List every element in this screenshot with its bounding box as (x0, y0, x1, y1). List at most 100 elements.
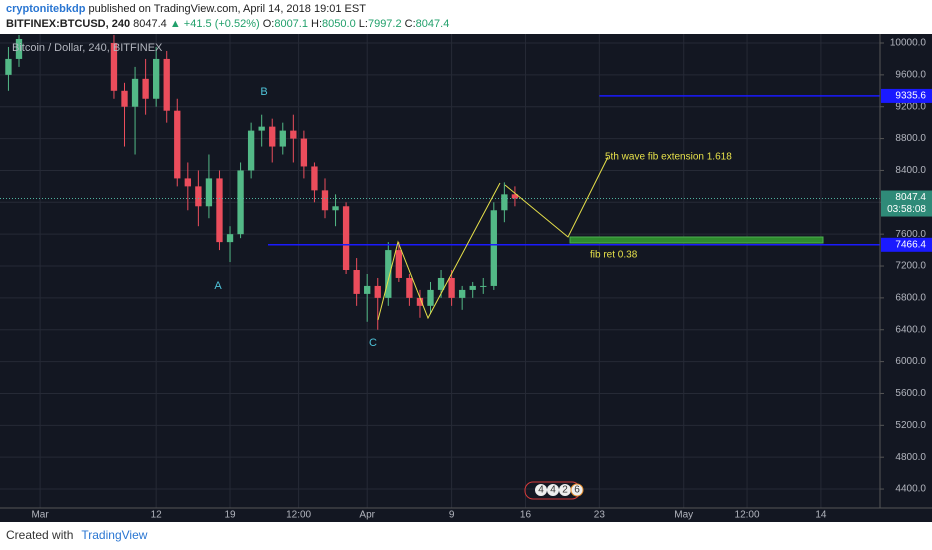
candle-body (195, 186, 202, 207)
x-tick-label: 12:00 (735, 510, 760, 521)
candle-body (131, 78, 139, 107)
candle-body (258, 126, 265, 131)
badge-count: 2 (562, 485, 568, 496)
candle-body (237, 170, 244, 235)
open-label: O: (262, 18, 275, 30)
brand[interactable]: TradingView (81, 528, 148, 542)
candle-body (342, 206, 350, 271)
candle-body (121, 90, 128, 107)
candle-body (247, 130, 255, 171)
plot-area (0, 35, 880, 330)
x-tick-label: 9 (449, 510, 455, 521)
last-price: 8047.4 (133, 18, 167, 30)
candle-body (395, 250, 403, 278)
badge-dot (559, 484, 571, 496)
target-zone[interactable] (569, 236, 824, 244)
candle-body (269, 126, 276, 147)
x-tick-label: 23 (594, 510, 606, 521)
y-tick-label: 4800.0 (895, 452, 926, 463)
axes: 10000.09600.09200.08800.08400.08000.0760… (31, 38, 932, 521)
x-tick-label: 16 (520, 510, 532, 521)
annotation: fib ret 0.38 (590, 250, 638, 261)
candle-body (152, 58, 160, 99)
x-tick-label: Apr (359, 510, 375, 521)
low-value: 7997.2 (367, 18, 402, 30)
x-tick-label: 19 (224, 510, 236, 521)
footer: Created with TradingView (6, 528, 147, 542)
close-value: 8047.4 (415, 18, 450, 30)
y-tick-label: 8400.0 (895, 165, 926, 176)
wave-label: A (214, 280, 222, 292)
chart: Bitcoin / Dollar, 240, BITFINEX 5th wave… (0, 34, 932, 522)
candle-body (311, 166, 318, 191)
candle-body (458, 289, 466, 298)
candle-body (406, 277, 413, 298)
badge-count: 4 (550, 485, 556, 496)
author[interactable]: cryptonitebkdp (6, 3, 86, 15)
candle-body (279, 130, 286, 147)
y-tick-label: 8800.0 (895, 133, 926, 144)
chart-title: Bitcoin / Dollar, 240, BITFINEX (12, 42, 163, 54)
y-tick-label: 5200.0 (895, 420, 926, 431)
x-tick-label: May (674, 510, 693, 521)
high-label: H: (311, 18, 323, 30)
last-price-label: 8047.4 (895, 192, 926, 203)
candle-body (416, 297, 424, 306)
wave-label: C (369, 337, 377, 349)
y-tick-label: 5600.0 (895, 388, 926, 399)
badge-count: 6 (574, 485, 580, 496)
badge-dot (535, 484, 547, 496)
annotation: 5th wave fib extension 1.618 (605, 152, 732, 163)
price-label: 9335.6 (895, 91, 926, 102)
projection-line[interactable] (504, 156, 609, 238)
candle-body (353, 270, 360, 294)
low-label: L: (358, 18, 368, 30)
x-tick-label: 12:00 (286, 510, 311, 521)
wave-line[interactable] (377, 182, 501, 321)
symbol: BITFINEX:BTCUSD, 240 (6, 18, 131, 30)
y-tick-label: 7200.0 (895, 261, 926, 272)
candle-body (448, 277, 455, 298)
candle-body (110, 43, 118, 91)
candle-body (226, 234, 234, 243)
y-tick-label: 9600.0 (895, 70, 926, 81)
badge-dot (570, 483, 584, 497)
candle-body (469, 285, 476, 290)
badge-count: 4 (538, 485, 544, 496)
candle-body (290, 130, 297, 139)
candle-body (174, 110, 181, 179)
countdown-label: 03:58:08 (887, 204, 926, 215)
symbol-line: BITFINEX:BTCUSD, 240 8047.4 ▲ +41.5 (+0.… (6, 17, 449, 32)
candle-body (427, 289, 434, 306)
y-tick-label: 7600.0 (895, 229, 926, 240)
candle-body (385, 250, 392, 298)
y-tick-label: 6400.0 (895, 324, 926, 335)
grid (0, 34, 880, 508)
high-value: 8050.0 (322, 18, 356, 30)
wave-label: B (260, 86, 267, 98)
candle-body (300, 138, 308, 167)
candle-body (142, 78, 149, 99)
candle-body (490, 210, 497, 286)
price-label: 7466.4 (895, 239, 926, 250)
candle-body (205, 178, 213, 207)
candle-body (364, 285, 371, 294)
last-price-box (881, 190, 932, 217)
y-tick-label: 4400.0 (895, 484, 926, 495)
close-label: C: (404, 18, 416, 30)
change: ▲ +41.5 (+0.52%) (169, 18, 260, 30)
candle-body (216, 178, 223, 243)
badge-dot (547, 484, 559, 496)
candle-body (511, 194, 519, 199)
y-tick-label: 9200.0 (895, 101, 926, 112)
created-with: Created with (6, 528, 74, 542)
candle-body (15, 39, 23, 59)
candle-body (480, 285, 487, 287)
x-tick-label: 12 (151, 510, 163, 521)
events-badge[interactable]: 4 4 2 6 (524, 481, 584, 500)
candle-body (184, 178, 191, 187)
x-tick-label: 14 (815, 510, 827, 521)
price-label-box (881, 237, 932, 252)
candle-body (437, 277, 445, 290)
